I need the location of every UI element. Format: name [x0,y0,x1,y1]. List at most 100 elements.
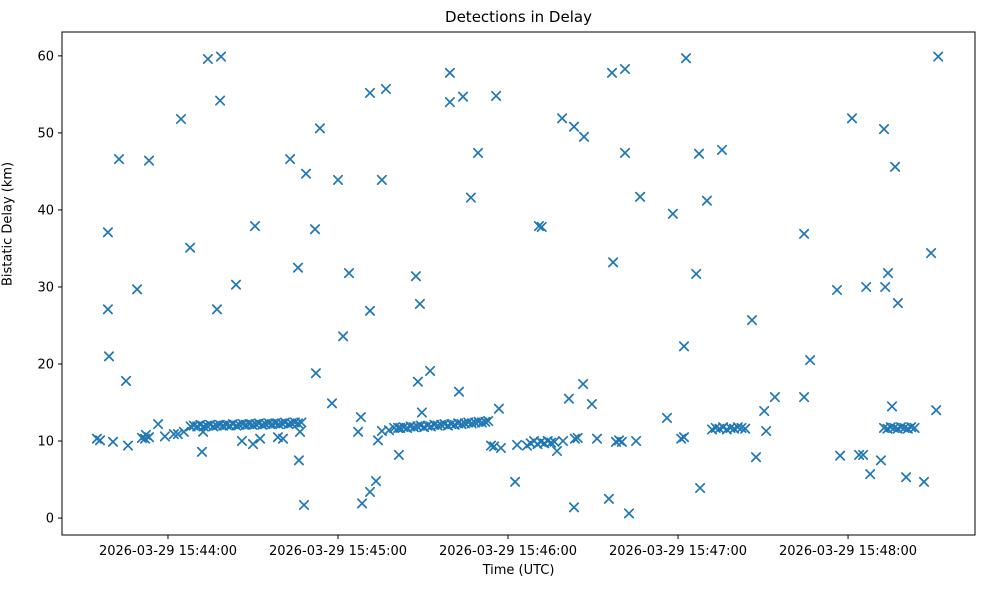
scatter-point [676,433,687,444]
scatter-point [858,449,869,460]
scatter-point [716,144,728,155]
scatter-point [107,436,119,447]
scatter-point [799,228,810,239]
scatter-point [472,147,484,158]
scatter-point [495,442,506,454]
scatter-point [619,147,631,158]
scatter-point [293,455,304,466]
chart-title: Detections in Delay [445,8,592,26]
scatter-point [383,425,395,436]
scatter-point [185,242,196,253]
scatter-point [412,376,423,387]
scatter-point [606,67,618,78]
scatter-point [568,121,580,132]
scatter-point [875,455,886,466]
scatter-point [294,426,306,437]
scatter-point [549,436,560,447]
scatter-point [835,450,846,461]
scatter-point [693,148,705,159]
y-tick-label: 0 [46,512,54,527]
scatter-point [122,440,134,451]
scatter-point [854,449,865,460]
scatter-point [846,113,858,124]
scatter-point [861,281,872,293]
scatter-point [215,51,227,62]
scatter-point [578,131,590,142]
scatter-point [380,83,391,95]
scatter-point [746,315,758,326]
scatter-point [255,433,266,444]
scatter-point [285,154,296,165]
scatter-point [533,221,544,232]
scatter-point [603,493,614,504]
scatter-point [551,445,563,457]
scatter-point [578,378,589,390]
y-tick-label: 30 [37,280,54,295]
scatter-point [931,405,942,416]
scatter-point [196,446,208,457]
scatter-point [750,452,762,463]
y-tick-label: 60 [37,49,54,64]
scatter-point [326,398,338,409]
scatter-point [878,124,890,135]
scatter-point [831,284,843,296]
y-tick-label: 10 [37,435,54,450]
scatter-point [357,498,368,509]
scatter-point [493,403,504,414]
scatter-point [247,439,259,450]
scatter-point [557,113,568,124]
scatter-point [635,191,646,202]
scatter-point [926,248,937,259]
scatter-point [102,227,113,238]
scatter-point [332,174,344,185]
scatter-point [102,304,113,315]
scatter-point [364,305,376,316]
scatter-point [759,405,770,417]
scatter-point [918,476,930,487]
scatter-point [933,51,944,62]
scatter-point [310,368,321,379]
scatter-point [178,426,189,437]
plot-border [61,31,976,536]
scatter-point [94,435,106,446]
scatter-point [586,399,597,410]
scatter-point [740,423,751,434]
y-axis-label: Bistatic Delay (km) [0,161,16,286]
scatter-point [608,257,619,268]
scatter-point [661,412,673,423]
scatter-point [132,284,143,295]
scatter-point [296,417,307,428]
scatter-point [892,298,903,309]
x-tick-label: 2026-03-29 15:45:00 [269,544,407,559]
scatter-point [343,268,355,279]
scatter-point [355,412,366,423]
scatter-point [113,154,125,165]
y-tick-label: 40 [37,203,54,218]
x-tick-label: 2026-03-29 15:47:00 [609,544,747,559]
scatter-point [172,429,183,440]
scatter-point [215,95,226,106]
scatter-point [249,221,261,232]
scatter-point [491,90,502,101]
scatter-point [353,426,364,437]
scatter-point [591,433,603,444]
scatter-point [569,433,580,444]
scatter-point [536,221,547,232]
scatter-point [364,87,376,98]
scatter-point [799,392,810,403]
scatter-point [616,436,627,447]
scatter-point [372,435,384,446]
scatter-point [153,419,164,430]
scatter-point [557,435,569,447]
scatter-point [416,407,427,418]
scatter-point [159,431,170,442]
scatter-point [510,476,521,487]
scatter-point [425,365,436,376]
scatter-point [298,499,310,511]
scatter-point [563,393,574,404]
scatter-point [886,401,898,412]
scatter-point [370,476,382,487]
scatter-point [465,192,476,203]
x-tick-label: 2026-03-29 15:46:00 [439,544,577,559]
